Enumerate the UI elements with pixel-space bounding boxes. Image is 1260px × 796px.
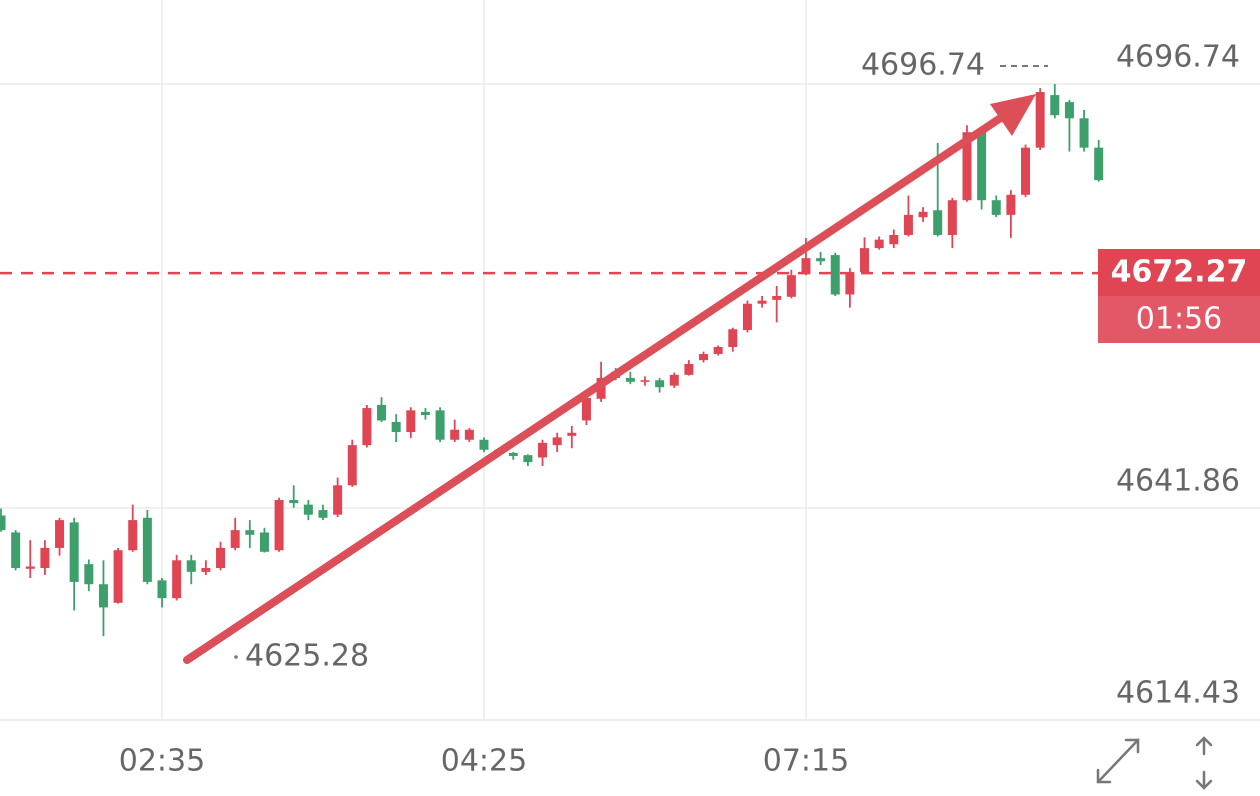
candle-body [947, 200, 957, 235]
min-label: 4625.28 [245, 639, 369, 674]
arrow-head [990, 94, 1036, 136]
candle-body [377, 404, 387, 421]
candle-body [977, 132, 987, 201]
candle-body [816, 258, 826, 262]
candle-body [0, 515, 6, 531]
icon-head [1124, 738, 1140, 754]
candle-body [274, 500, 284, 551]
candle-body [552, 437, 562, 446]
candle-body [757, 300, 767, 304]
candle-body [991, 200, 1001, 215]
max-label: 4696.74 [861, 48, 985, 83]
icon-head [1195, 736, 1213, 747]
fullscreen-icon[interactable] [1096, 738, 1140, 784]
candle-body [479, 439, 489, 450]
icon-head [1195, 779, 1213, 790]
candle-body [567, 432, 577, 436]
candle-body [1021, 147, 1031, 195]
candle-body [713, 347, 723, 354]
candle-body [98, 584, 108, 608]
y-tick-label: 4696.74 [1116, 39, 1240, 74]
candle-body [625, 377, 635, 382]
candle-body [918, 211, 928, 218]
candle-body [406, 410, 416, 433]
candle-body [333, 485, 343, 515]
candle-body [40, 547, 50, 569]
plot-area [0, 0, 1260, 721]
candle-body [25, 566, 35, 569]
trend-arrow [183, 94, 1036, 664]
candle-body [903, 214, 913, 235]
candle-body [186, 560, 196, 572]
candle-body [157, 580, 167, 599]
candle-body [318, 510, 328, 518]
candle-body [860, 248, 870, 273]
candle-body [245, 530, 255, 535]
icon-head [1096, 768, 1112, 784]
y-tick-label: 4641.86 [1116, 464, 1240, 499]
last-price-box [1098, 249, 1260, 296]
candle-body [523, 455, 533, 463]
min-label-dot [234, 655, 238, 659]
candle-body [801, 258, 811, 274]
candle-body [201, 568, 211, 572]
arrow-shaft [183, 111, 1009, 664]
candle-body [1035, 92, 1045, 148]
candle-body [933, 210, 943, 235]
candle-body [435, 410, 445, 440]
candle-body [303, 504, 313, 515]
candle-body [1064, 102, 1074, 119]
candle-body [230, 530, 240, 548]
x-tick-label: 07:15 [763, 744, 849, 779]
candle-body [830, 255, 840, 295]
candle-body [1094, 147, 1104, 181]
icon-line [1096, 738, 1140, 784]
candle-body [742, 303, 752, 331]
candle-body [1050, 95, 1060, 116]
candle-body [420, 411, 430, 416]
x-tick-label: 02:35 [119, 744, 205, 779]
candle-body [640, 380, 650, 382]
candle-body [347, 445, 357, 486]
countdown-box [1098, 296, 1260, 343]
candle-body [172, 560, 182, 599]
candle-body [655, 380, 665, 388]
candle-body [259, 532, 269, 552]
candle-body [508, 452, 518, 456]
x-tick-label: 04:25 [441, 744, 527, 779]
candle-body [216, 547, 226, 569]
candle-body [55, 520, 65, 548]
candle-body [450, 429, 460, 440]
candle-body [874, 239, 884, 249]
candle-body [1079, 118, 1089, 148]
candle-body [684, 364, 694, 375]
candle-body [84, 564, 94, 585]
candle-body [289, 500, 299, 504]
candle-body [669, 374, 679, 386]
candle-body [538, 442, 548, 458]
candle-body [362, 408, 372, 446]
y-tick-label: 4614.43 [1116, 676, 1240, 711]
candle-body [391, 421, 401, 433]
candle-body [786, 275, 796, 297]
candle-body [142, 517, 152, 582]
candle-body [69, 522, 79, 582]
candle-body [889, 234, 899, 245]
candle-body [1006, 194, 1016, 215]
candle-body [581, 398, 591, 421]
candle-body [699, 353, 709, 361]
candle-body [962, 132, 972, 201]
candle-body [11, 532, 21, 569]
candle-body [113, 550, 123, 603]
countdown-label: 01:56 [1136, 302, 1222, 337]
last-price-label: 4672.27 [1111, 255, 1248, 290]
vertical-expand-icon[interactable] [1195, 736, 1213, 790]
candle-body [845, 272, 855, 295]
candle-body [728, 329, 738, 348]
candle-body [464, 429, 474, 440]
candle-body [772, 296, 782, 300]
candle-body [128, 520, 138, 551]
